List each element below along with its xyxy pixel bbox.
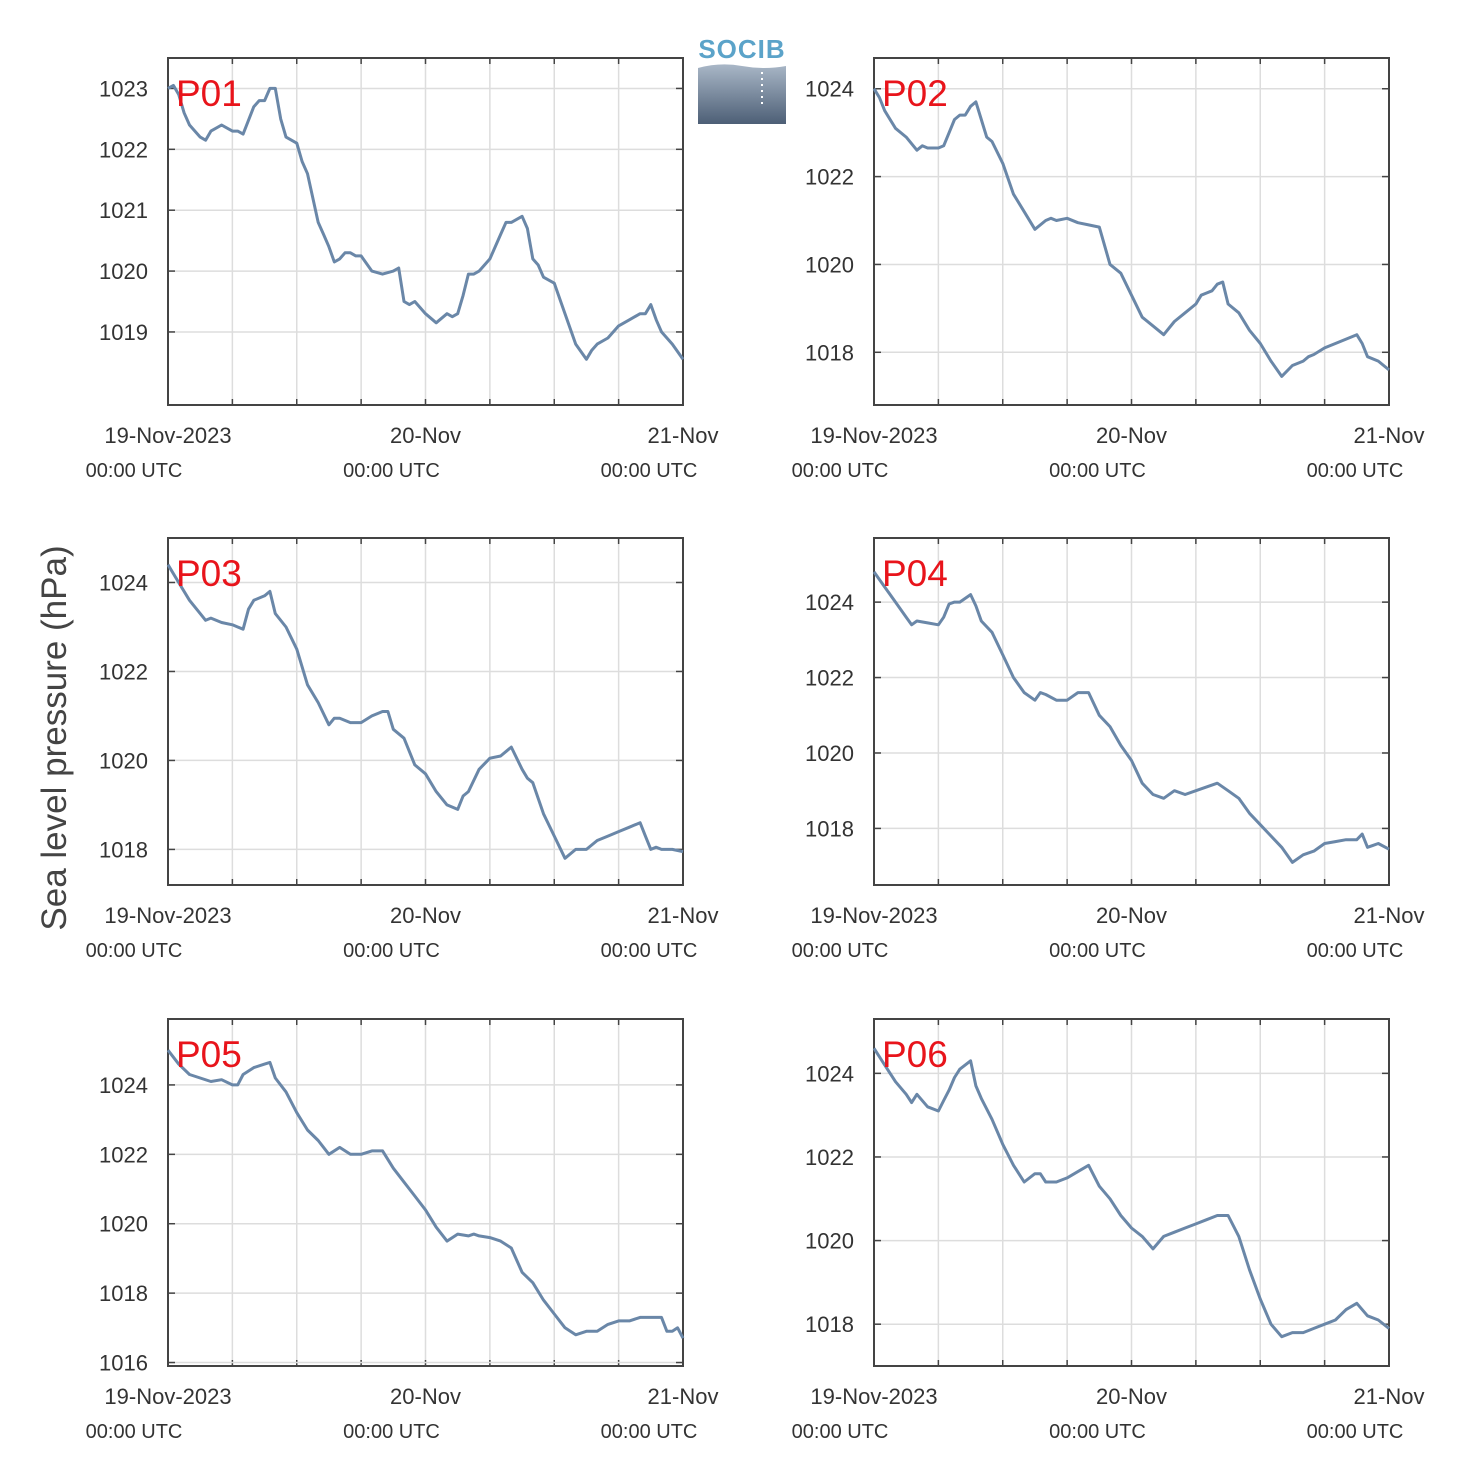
- x-tick-label: 21-Nov: [648, 1384, 719, 1409]
- x-tick-label: 19-Nov-2023: [810, 1384, 937, 1409]
- x-tick-sublabel: 00:00 UTC: [792, 940, 889, 962]
- x-tick-sublabel: 00:00 UTC: [86, 1421, 183, 1443]
- y-tick-label: 1018: [99, 837, 148, 862]
- x-tick-label: 19-Nov-2023: [104, 903, 231, 928]
- y-tick-label: 1022: [805, 666, 854, 691]
- y-tick-label: 1020: [99, 259, 148, 284]
- y-tick-label: 1022: [805, 165, 854, 190]
- panel-label: P06: [882, 1034, 948, 1075]
- y-tick-label: 1018: [805, 1312, 854, 1337]
- y-tick-label: 1022: [805, 1145, 854, 1170]
- y-tick-label: 1020: [805, 1229, 854, 1254]
- y-tick-label: 1020: [99, 1212, 148, 1237]
- y-tick-label: 1024: [805, 590, 854, 615]
- x-tick-sublabel: 00:00 UTC: [1049, 940, 1146, 962]
- chart-p05: 1016 1018 1020 1022 1024 19-Nov-2023 00:00 UTC…: [86, 1018, 719, 1443]
- pressure-series-line: [166, 1049, 685, 1339]
- x-tick-label: 19-Nov-2023: [810, 423, 937, 448]
- socib-logo: SOCIB: [698, 34, 786, 124]
- y-tick-label: 1018: [99, 1281, 148, 1306]
- x-tick-label: 20-Nov: [390, 1384, 461, 1409]
- x-tick-label: 21-Nov: [1354, 1384, 1425, 1409]
- plot-frame: [873, 57, 1390, 406]
- pressure-series-line: [872, 1047, 1390, 1339]
- x-tick-sublabel: 00:00 UTC: [601, 1421, 698, 1443]
- chart-p01: 1019 1020 1021 1022 1023 19-Nov-2023 00:00 UTC…: [86, 57, 719, 482]
- y-tick-label: 1019: [99, 320, 148, 345]
- chart-panels: 1019 1020 1021 1022 1023 19-Nov-2023 00:00 UTC…: [86, 57, 1425, 1443]
- y-tick-label: 1024: [805, 77, 854, 102]
- panel-label: P02: [882, 73, 948, 114]
- panel-label: P05: [176, 1034, 242, 1075]
- x-tick-label: 21-Nov: [648, 903, 719, 928]
- x-tick-label: 21-Nov: [1354, 903, 1425, 928]
- plot-frame: [167, 57, 684, 406]
- x-tick-label: 20-Nov: [1096, 1384, 1167, 1409]
- pressure-series-line: [166, 563, 684, 860]
- socib-logo-wave-icon: [698, 64, 786, 124]
- panel-label: P03: [176, 553, 242, 594]
- x-tick-label: 19-Nov-2023: [810, 903, 937, 928]
- y-tick-label: 1022: [99, 137, 148, 162]
- plot-frame: [873, 1018, 1390, 1367]
- y-tick-label: 1022: [99, 1142, 148, 1167]
- x-tick-sublabel: 00:00 UTC: [1307, 460, 1404, 482]
- x-tick-label: 19-Nov-2023: [104, 423, 231, 448]
- x-tick-sublabel: 00:00 UTC: [792, 460, 889, 482]
- plot-frame: [167, 1018, 684, 1367]
- y-tick-label: 1023: [99, 76, 148, 101]
- x-tick-label: 19-Nov-2023: [104, 1384, 231, 1409]
- chart-p03: 1018 1020 1022 1024 19-Nov-2023 00:00 UTC 20-N…: [86, 537, 719, 962]
- x-tick-label: 20-Nov: [390, 423, 461, 448]
- x-tick-label: 20-Nov: [1096, 423, 1167, 448]
- chart-p04: 1018 1020 1022 1024 19-Nov-2023 00:00 UTC 20-N…: [792, 537, 1425, 962]
- x-tick-label: 20-Nov: [1096, 903, 1167, 928]
- plot-frame: [167, 537, 684, 886]
- x-tick-sublabel: 00:00 UTC: [1307, 940, 1404, 962]
- y-tick-label: 1016: [99, 1351, 148, 1376]
- x-tick-sublabel: 00:00 UTC: [601, 940, 698, 962]
- panel-label: P04: [882, 553, 948, 594]
- y-tick-label: 1018: [805, 816, 854, 841]
- y-tick-label: 1024: [99, 1073, 148, 1098]
- x-tick-sublabel: 00:00 UTC: [343, 460, 440, 482]
- y-tick-label: 1024: [99, 570, 148, 595]
- y-tick-label: 1020: [805, 741, 854, 766]
- x-tick-sublabel: 00:00 UTC: [1049, 460, 1146, 482]
- x-tick-label: 21-Nov: [1354, 423, 1425, 448]
- x-tick-sublabel: 00:00 UTC: [86, 940, 183, 962]
- x-tick-label: 20-Nov: [390, 903, 461, 928]
- chart-p02: 1018 1020 1022 1024 19-Nov-2023 00:00 UTC 20-N…: [792, 57, 1425, 482]
- x-tick-sublabel: 00:00 UTC: [86, 460, 183, 482]
- x-tick-sublabel: 00:00 UTC: [792, 1421, 889, 1443]
- y-tick-label: 1018: [805, 340, 854, 365]
- plot-frame: [873, 537, 1390, 886]
- y-tick-label: 1024: [805, 1061, 854, 1086]
- pressure-series-line: [872, 87, 1390, 378]
- x-tick-sublabel: 00:00 UTC: [1049, 1421, 1146, 1443]
- x-tick-sublabel: 00:00 UTC: [601, 460, 698, 482]
- x-tick-sublabel: 00:00 UTC: [343, 1421, 440, 1443]
- y-tick-label: 1020: [99, 748, 148, 773]
- pressure-series-line: [872, 571, 1390, 864]
- panel-label: P01: [176, 73, 242, 114]
- x-tick-sublabel: 00:00 UTC: [1307, 1421, 1404, 1443]
- x-tick-sublabel: 00:00 UTC: [343, 940, 440, 962]
- y-axis-label: Sea level pressure (hPa): [35, 545, 74, 930]
- y-tick-label: 1021: [99, 198, 148, 223]
- socib-logo-text: SOCIB: [698, 34, 785, 64]
- y-tick-label: 1020: [805, 252, 854, 277]
- chart-p06: 1018 1020 1022 1024 19-Nov-2023 00:00 UTC 20-N…: [792, 1018, 1425, 1443]
- x-tick-label: 21-Nov: [648, 423, 719, 448]
- pressure-series-line: [167, 83, 685, 361]
- y-tick-label: 1022: [99, 659, 148, 684]
